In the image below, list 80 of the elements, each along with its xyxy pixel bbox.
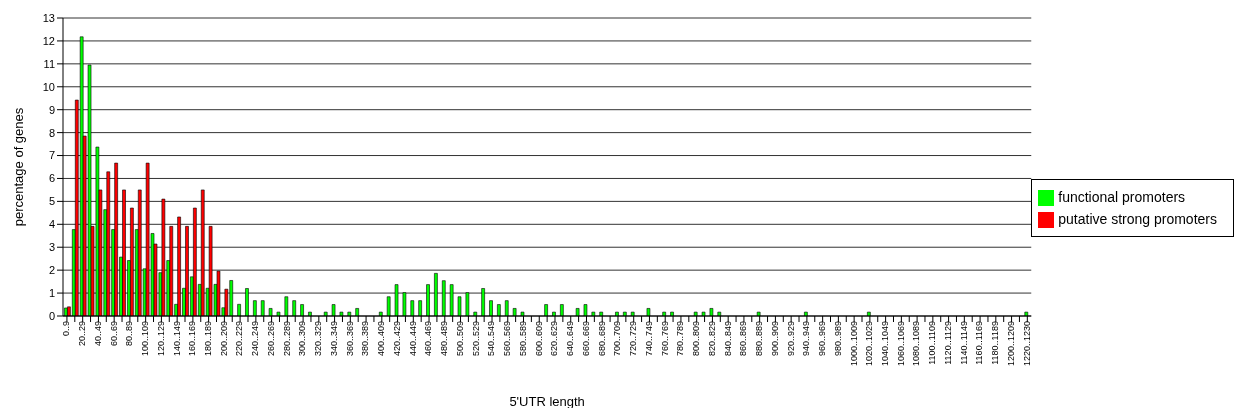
x-tick-label: 120..129 (155, 321, 166, 357)
x-tick-label: 40..49 (92, 321, 103, 347)
x-tick-label: 1120..1129 (942, 321, 953, 365)
x-tick-label: 640..649 (565, 321, 576, 357)
x-tick-label: 360..369 (344, 321, 355, 357)
x-tick-label: 1000..1009 (848, 321, 859, 367)
y-tick-label: 0 (48, 309, 55, 322)
x-tick-label: 260..269 (266, 321, 276, 357)
y-tick-label: 1 (48, 286, 55, 299)
x-tick-label: 460..469 (423, 321, 434, 357)
x-tick-label: 800..809 (691, 321, 702, 357)
x-tick-label: 760..769 (659, 321, 670, 357)
x-tick-label: 1080..1089 (911, 321, 922, 367)
x-tick-label: 1140..1149 (958, 321, 969, 365)
x-tick-label: 1040..1049 (880, 321, 891, 367)
x-tick-label: 600..609 (533, 321, 544, 357)
x-tick-label: 880..889 (754, 321, 765, 357)
x-tick-label: 540..549 (486, 321, 497, 357)
y-tick-label: 13 (42, 11, 55, 24)
x-tick-label: 400..409 (376, 321, 387, 357)
y-tick-label: 8 (48, 126, 55, 139)
x-tick-label: 220..229 (234, 321, 245, 357)
x-tick-label: 1020..1029 (864, 321, 875, 367)
x-tick-label: 240..249 (250, 321, 261, 357)
y-tick-label: 4 (48, 218, 55, 231)
x-tick-label: 900..909 (769, 321, 780, 357)
x-tick-label: 780..789 (675, 321, 686, 357)
y-tick-label: 9 (48, 103, 55, 116)
x-tick-label: 840..849 (722, 321, 733, 357)
y-tick-label: 3 (48, 241, 55, 254)
x-tick-label: 100..109 (140, 321, 151, 357)
x-tick-label: 560..569 (502, 321, 513, 357)
x-tick-label: 500..509 (454, 321, 465, 357)
x-tick-label: 420..429 (391, 321, 402, 357)
x-tick-label: 680..689 (596, 321, 607, 357)
y-tick-label: 6 (48, 172, 55, 185)
x-tick-label: 660..669 (580, 321, 591, 357)
x-tick-label: 1100..1109 (927, 321, 938, 365)
x-tick-label: 320..329 (313, 321, 324, 357)
x-tick-label: 160..169 (187, 321, 198, 357)
y-tick-label: 7 (48, 149, 55, 162)
x-tick-label: 1200..1209 (1005, 321, 1016, 367)
x-tick-label: 380..389 (360, 321, 371, 357)
x-tick-label: 960..969 (817, 321, 828, 357)
x-tick-label: 480..489 (439, 321, 450, 357)
x-tick-label: 700..709 (612, 321, 623, 357)
x-tick-label: 740..749 (643, 321, 654, 357)
x-tick-label: 300..309 (297, 321, 308, 357)
legend-label: putative strong promoters (1058, 211, 1217, 227)
x-tick-label: 80..89 (124, 321, 135, 347)
x-tick-label: 820..829 (706, 321, 717, 357)
y-tick-label: 12 (42, 34, 55, 47)
x-tick-label: 180..189 (203, 321, 214, 357)
x-tick-label: 1180..1189 (990, 321, 1001, 365)
x-tick-label: 520..529 (470, 321, 481, 357)
x-tick-label: 140..149 (171, 321, 182, 357)
x-tick-label: 1220..1230 (1021, 321, 1032, 367)
x-tick-label: 20..29 (77, 321, 88, 347)
x-tick-label: 440..449 (407, 321, 418, 357)
y-tick-label: 2 (48, 264, 55, 277)
x-tick-label: 980..989 (832, 321, 843, 357)
x-tick-label: 1060..1069 (895, 321, 906, 367)
y-tick-label: 5 (48, 195, 55, 208)
x-tick-label: 60..69 (108, 321, 119, 347)
y-tick-label: 11 (43, 57, 55, 70)
x-tick-label: 860..869 (738, 321, 749, 357)
x-tick-label: 620..629 (549, 321, 560, 357)
x-tick-label: 0..9 (61, 321, 72, 337)
x-axis-title: 5'UTR length (509, 394, 585, 409)
x-tick-label: 580..589 (517, 321, 528, 357)
x-tick-label: 920..929 (785, 321, 796, 357)
legend-label: functional promoters (1058, 189, 1186, 205)
x-tick-label: 340..349 (328, 321, 339, 357)
x-tick-label: 280..289 (281, 321, 292, 357)
x-tick-label: 940..949 (801, 321, 812, 357)
y-tick-label: 10 (42, 80, 55, 93)
y-axis-title: percentage of genes (10, 107, 26, 227)
x-tick-label: 720..729 (628, 321, 639, 357)
x-tick-label: 200..209 (218, 321, 229, 357)
x-tick-label: 1160..1169 (974, 321, 985, 365)
